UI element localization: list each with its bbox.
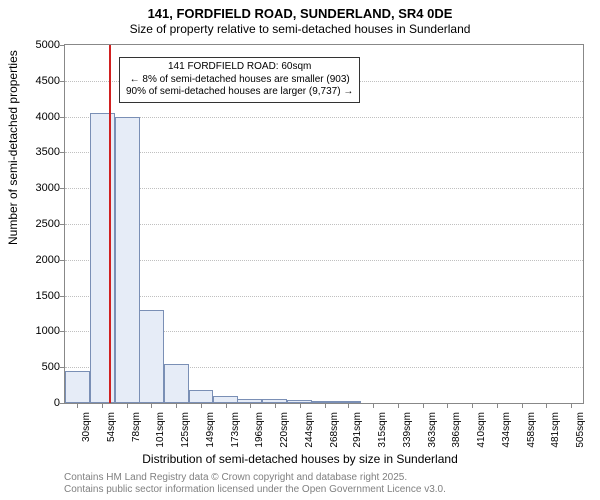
xtick-label: 363sqm [427,412,438,456]
xtick-mark [176,403,177,408]
xtick-mark [348,403,349,408]
xtick-mark [102,403,103,408]
ytick-label: 5000 [10,39,60,51]
xtick-mark [472,403,473,408]
xtick-mark [373,403,374,408]
histogram-bar [213,396,238,403]
xtick-mark [522,403,523,408]
histogram-bar [164,364,189,403]
ytick-label: 1000 [10,325,60,337]
attribution-line: Contains public sector information licen… [64,484,446,496]
ytick-label: 4000 [10,111,60,123]
xtick-label: 410sqm [476,412,487,456]
gridline [65,117,583,118]
ytick-label: 1500 [10,290,60,302]
xtick-label: 315sqm [377,412,388,456]
gridline [65,296,583,297]
gridline [65,224,583,225]
xtick-mark [398,403,399,408]
xtick-label: 291sqm [352,412,363,456]
xtick-label: 220sqm [279,412,290,456]
xtick-mark [571,403,572,408]
xtick-label: 481sqm [550,412,561,456]
xtick-mark [250,403,251,408]
highlight-line [109,45,111,403]
histogram-bar [189,390,214,403]
ytick-mark [60,224,65,225]
xtick-label: 386sqm [451,412,462,456]
xtick-mark [151,403,152,408]
xtick-label: 101sqm [155,412,166,456]
chart-container: 141, FORDFIELD ROAD, SUNDERLAND, SR4 0DE… [0,0,600,500]
ytick-label: 500 [10,361,60,373]
ytick-mark [60,403,65,404]
ytick-label: 4500 [10,75,60,87]
histogram-bar [139,310,164,403]
annotation-line: ← 8% of semi-detached houses are smaller… [126,74,353,87]
chart-title: 141, FORDFIELD ROAD, SUNDERLAND, SR4 0DE [0,6,600,21]
ytick-mark [60,367,65,368]
xtick-mark [325,403,326,408]
xtick-mark [226,403,227,408]
ytick-label: 2000 [10,254,60,266]
xtick-mark [201,403,202,408]
xtick-mark [77,403,78,408]
xtick-mark [423,403,424,408]
ytick-mark [60,81,65,82]
xtick-label: 244sqm [304,412,315,456]
xtick-mark [127,403,128,408]
attribution-line: Contains HM Land Registry data © Crown c… [64,472,446,484]
xtick-label: 173sqm [230,412,241,456]
ytick-mark [60,296,65,297]
xtick-mark [447,403,448,408]
histogram-bar [65,371,90,403]
histogram-bar [115,117,140,403]
xtick-mark [497,403,498,408]
xtick-label: 268sqm [329,412,340,456]
xtick-label: 30sqm [81,412,92,456]
xtick-mark [300,403,301,408]
xtick-label: 54sqm [106,412,117,456]
xtick-label: 458sqm [526,412,537,456]
ytick-mark [60,188,65,189]
gridline [65,152,583,153]
xtick-label: 434sqm [501,412,512,456]
xtick-mark [275,403,276,408]
xtick-label: 78sqm [131,412,142,456]
ytick-label: 3500 [10,146,60,158]
ytick-mark [60,260,65,261]
ytick-mark [60,45,65,46]
ytick-mark [60,117,65,118]
xtick-label: 339sqm [402,412,413,456]
annotation-line: 141 FORDFIELD ROAD: 60sqm [126,61,353,74]
xtick-label: 196sqm [254,412,265,456]
histogram-bar [90,113,115,403]
chart-subtitle: Size of property relative to semi-detach… [0,22,600,36]
ytick-label: 0 [10,397,60,409]
xtick-label: 149sqm [205,412,216,456]
xtick-label: 505sqm [575,412,586,456]
xtick-label: 125sqm [180,412,191,456]
ytick-mark [60,152,65,153]
ytick-label: 2500 [10,218,60,230]
plot-area: 141 FORDFIELD ROAD: 60sqm← 8% of semi-de… [64,44,584,404]
annotation-box: 141 FORDFIELD ROAD: 60sqm← 8% of semi-de… [119,57,360,103]
ytick-mark [60,331,65,332]
annotation-line: 90% of semi-detached houses are larger (… [126,86,353,99]
gridline [65,188,583,189]
ytick-label: 3000 [10,182,60,194]
gridline [65,260,583,261]
xtick-mark [546,403,547,408]
attribution-text: Contains HM Land Registry data © Crown c… [64,472,446,496]
